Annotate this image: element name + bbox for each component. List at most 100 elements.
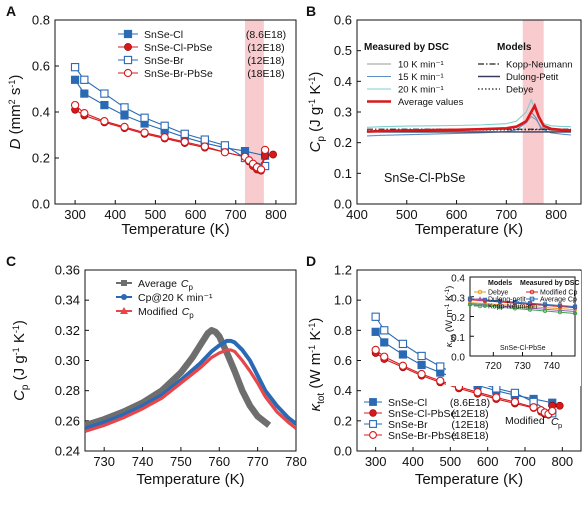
x-tick-label: 500 bbox=[439, 454, 461, 469]
y-tick-label: 0.3 bbox=[334, 105, 352, 120]
x-tick-label: 500 bbox=[396, 207, 418, 222]
ylabel-part: K bbox=[307, 85, 324, 99]
inset-series-line bbox=[469, 304, 576, 315]
inset-legend-label: Dulong-petit bbox=[488, 297, 526, 304]
ylabel-part: -1 bbox=[307, 323, 317, 331]
inset-point bbox=[572, 304, 578, 309]
data-point bbox=[120, 122, 129, 132]
data-point bbox=[160, 133, 169, 142]
x-tick-label: 740 bbox=[543, 361, 560, 372]
data-point bbox=[436, 362, 445, 371]
legend-label: SnSe-Br-PbSe bbox=[388, 430, 457, 442]
inset-point bbox=[542, 308, 548, 314]
x-tick-label: 300 bbox=[64, 207, 86, 222]
ylabel-part: (J g bbox=[11, 355, 28, 384]
data-point bbox=[492, 393, 501, 402]
panel-c-heat-capacity-zoom: 730 740 750 760 770 780 0.24 0.26 0.28 0.30 0.32 0.… bbox=[11, 263, 307, 489]
legend-right-title: Models bbox=[497, 42, 532, 53]
inset-legend-label: Modified Cp bbox=[540, 290, 577, 297]
legend-label: 10 K min⁻¹ bbox=[398, 60, 444, 71]
data-point bbox=[120, 111, 129, 120]
legend-carrier: (8.6E18) bbox=[246, 29, 286, 41]
y-tick-label: 0.4 bbox=[451, 274, 465, 285]
panel-letter-b: B bbox=[306, 3, 316, 19]
ylabel-part: κ bbox=[307, 402, 324, 411]
inset-ylabel-part: κ bbox=[444, 341, 455, 347]
ylabel-part: -1 bbox=[11, 325, 21, 333]
data-point bbox=[548, 406, 557, 416]
series-line bbox=[74, 104, 266, 171]
panel-a-diffusivity: 300 400 500 600 700 800 0.0 0.2 0.4 0.6 0.8 Tempera… bbox=[7, 13, 297, 238]
modified-cp-annotation: Modified bbox=[505, 415, 545, 427]
sample-label: SnSe-Cl-PbSe bbox=[384, 171, 465, 185]
data-point bbox=[371, 345, 380, 355]
x-tick-label: 700 bbox=[495, 207, 517, 222]
x-tick-label: 700 bbox=[225, 207, 247, 222]
x-tick-label: 500 bbox=[145, 207, 167, 222]
x-tick-label: 800 bbox=[551, 454, 573, 469]
series-line bbox=[85, 338, 296, 431]
transition-highlight-band bbox=[522, 20, 544, 204]
inset-sample-label: SnSe-Cl-PbSe bbox=[500, 345, 546, 352]
y-axis-label: D (mm2 s-1) bbox=[7, 75, 24, 150]
ylabel-part: tot bbox=[316, 393, 327, 404]
inset-ylabel-part: K bbox=[444, 294, 455, 304]
ylabel-part: K bbox=[307, 331, 324, 345]
ylabel-part: -1 bbox=[7, 80, 17, 88]
legend-carrier: (18E18) bbox=[451, 430, 488, 442]
legend-marker bbox=[123, 55, 133, 65]
inset-legend-marker bbox=[477, 289, 483, 295]
inset-legend-marker bbox=[477, 296, 483, 302]
legend-label: SnSe-Cl-PbSe bbox=[388, 408, 456, 420]
data-point bbox=[436, 376, 445, 386]
ylabel-part: K bbox=[11, 333, 28, 347]
x-tick-label: 700 bbox=[514, 454, 536, 469]
inset-point bbox=[542, 302, 548, 307]
inset-series-average-cp bbox=[467, 296, 578, 309]
x-axis-label: Temperature (K) bbox=[121, 221, 229, 238]
y-tick-label: 0.6 bbox=[334, 353, 352, 368]
y-tick-label: 0.2 bbox=[32, 151, 50, 166]
inset-legend-right-title: Measured by DSC bbox=[520, 280, 580, 287]
series-snse-br-pbse bbox=[70, 100, 270, 174]
ylabel-part: ) bbox=[307, 318, 324, 323]
inset-series-line bbox=[469, 299, 576, 309]
ylabel-part: D bbox=[7, 138, 24, 149]
series-line bbox=[85, 348, 296, 433]
x-tick-label: 720 bbox=[485, 361, 502, 372]
y-tick-label: 1.2 bbox=[334, 263, 352, 278]
data-point bbox=[398, 350, 408, 359]
data-point bbox=[100, 101, 109, 110]
ylabel-part: -1 bbox=[11, 347, 21, 355]
y-axis-label: Cp (J g-1 K-1) bbox=[307, 72, 327, 153]
ylabel-part: p bbox=[20, 384, 31, 390]
inset-point bbox=[467, 296, 473, 301]
y-axis-label: κtot (W m-1 K-1) bbox=[307, 318, 327, 412]
y-tick-label: 0.0 bbox=[451, 353, 465, 364]
inset-point bbox=[482, 297, 488, 302]
x-axis-label: Temperature (K) bbox=[415, 471, 523, 488]
y-tick-label: 0.1 bbox=[334, 166, 352, 181]
data-point bbox=[417, 351, 426, 361]
series-average-values bbox=[366, 102, 572, 133]
inset-legend-label: Average Cp bbox=[540, 297, 577, 304]
legend-label: Cp@20 K min⁻¹ bbox=[138, 292, 213, 304]
panel-letter-a: A bbox=[6, 3, 16, 19]
legend-carrier: (12E18) bbox=[247, 42, 284, 54]
data-point bbox=[380, 352, 389, 361]
y-tick-label: 0.0 bbox=[32, 197, 50, 212]
legend-carrier: (12E18) bbox=[451, 408, 488, 420]
x-tick-label: 760 bbox=[208, 454, 230, 469]
inset-legend-marker bbox=[529, 296, 535, 302]
legend-suffix: C bbox=[182, 306, 190, 318]
ylabel-part: (W m bbox=[307, 353, 324, 393]
inset-point bbox=[512, 306, 518, 311]
legend-carrier: (8.6E18) bbox=[450, 397, 490, 409]
data-point bbox=[200, 142, 209, 151]
legend-label: SnSe-Cl-PbSe bbox=[144, 42, 212, 54]
data-point bbox=[140, 128, 149, 137]
data-point bbox=[371, 327, 380, 336]
x-axis-label: Temperature (K) bbox=[136, 471, 244, 488]
data-point bbox=[220, 141, 230, 150]
